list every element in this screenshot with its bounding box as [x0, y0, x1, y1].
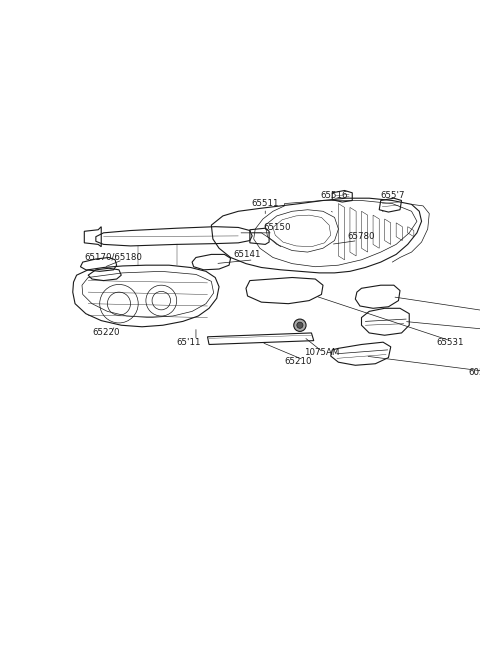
- Text: 60517A: 60517A: [468, 369, 480, 378]
- Text: 655'7: 655'7: [380, 191, 405, 200]
- Text: 1075AM: 1075AM: [304, 348, 339, 357]
- Text: 65780: 65780: [348, 232, 375, 241]
- Text: 65170/65180: 65170/65180: [84, 253, 143, 262]
- Text: 65516: 65516: [321, 191, 348, 200]
- Text: 65'11: 65'11: [176, 338, 201, 347]
- Text: 65511: 65511: [252, 199, 279, 208]
- Text: 65150: 65150: [263, 223, 290, 232]
- Text: 65210: 65210: [285, 357, 312, 366]
- Circle shape: [294, 319, 306, 331]
- Text: 65531: 65531: [436, 338, 464, 347]
- Text: 65141: 65141: [234, 250, 261, 259]
- Circle shape: [297, 322, 303, 328]
- Text: 65220: 65220: [92, 328, 120, 338]
